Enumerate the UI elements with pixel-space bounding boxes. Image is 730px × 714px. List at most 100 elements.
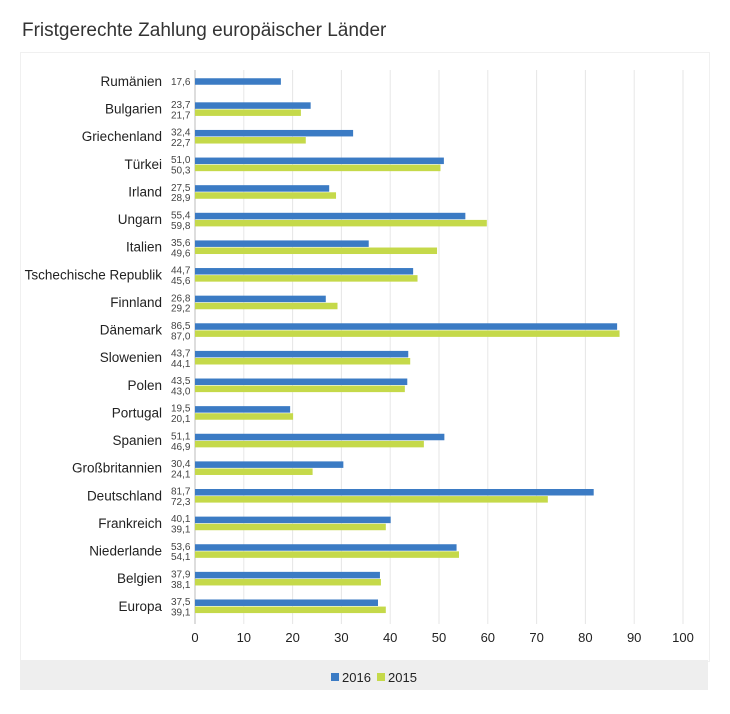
bar-2015: [195, 578, 381, 586]
value-label-2015: 21,7: [171, 110, 191, 121]
value-label-2015: 59,8: [171, 221, 191, 232]
bar-2016: [195, 350, 409, 358]
category-label: Deutschland: [87, 488, 162, 503]
value-label-2015: 45,6: [171, 276, 191, 287]
bar-2016: [195, 129, 354, 137]
bar-2016: [195, 433, 445, 441]
x-tick-label: 100: [672, 630, 694, 645]
value-label-2015: 44,1: [171, 359, 191, 370]
x-tick-label: 20: [285, 630, 299, 645]
value-label-2016: 86,5: [171, 321, 191, 332]
value-label-2016: 17,6: [171, 77, 191, 88]
category-label: Italien: [126, 240, 162, 255]
category-label: Portugal: [112, 405, 162, 420]
bar-2015: [195, 551, 460, 558]
category-label: Belgien: [117, 571, 162, 586]
x-tick-label: 60: [481, 630, 495, 645]
bar-2015: [195, 219, 487, 227]
bar-2016: [195, 212, 466, 220]
bar-2016: [195, 489, 594, 496]
x-tick-label: 40: [383, 630, 397, 645]
chart-title: Fristgerechte Zahlung europäischer Lände…: [22, 20, 387, 41]
x-tick-label: 80: [578, 630, 592, 645]
category-labels: Rumänien Bulgarien Griechenland Türkei Irlan…: [25, 74, 163, 614]
legend-bar: [20, 660, 708, 690]
bar-2015: [195, 523, 386, 531]
category-label: Bulgarien: [105, 102, 162, 117]
value-label-2016: 37,9: [171, 569, 191, 580]
bar-2015: [195, 164, 441, 172]
legend-swatch-2015: [377, 673, 385, 681]
value-label-2015: 39,1: [171, 607, 191, 618]
bar-2016: [195, 516, 391, 524]
value-label-2016: 81,7: [171, 487, 191, 498]
value-label-2016: 44,7: [171, 266, 191, 277]
value-label-2015: 39,1: [171, 525, 191, 536]
bar-2016: [195, 378, 408, 386]
legend-label-2016[interactable]: 2016: [342, 670, 371, 685]
bar-2016: [195, 240, 369, 247]
value-label-2016: 40,1: [171, 514, 191, 525]
bar-2015: [195, 358, 411, 365]
value-label-2015: 22,7: [171, 138, 191, 149]
bars: [195, 78, 620, 614]
value-label-2015: 49,6: [171, 248, 191, 259]
legend-label-2015[interactable]: 2015: [388, 670, 417, 685]
x-axis-ticks: 0 10 20 30 40 50 60 70 80 90 100: [191, 630, 693, 645]
value-label-2015: 46,9: [171, 442, 191, 453]
value-label-2015: 50,3: [171, 166, 191, 177]
category-label: Großbritannien: [72, 461, 162, 476]
value-label-2016: 23,7: [171, 100, 191, 111]
value-label-2016: 43,5: [171, 376, 191, 387]
category-label: Spanien: [112, 433, 162, 448]
bar-2016: [195, 157, 444, 165]
category-label: Dänemark: [100, 323, 163, 338]
bar-2016: [195, 295, 326, 303]
value-label-2016: 51,1: [171, 431, 191, 442]
category-label: Rumänien: [100, 74, 162, 89]
grid-lines: [194, 70, 684, 624]
x-tick-label: 0: [191, 630, 198, 645]
category-label: Türkei: [124, 157, 162, 172]
value-label-2016: 35,6: [171, 238, 191, 249]
value-label-2016: 19,5: [171, 404, 191, 415]
bar-2015: [195, 137, 306, 144]
bar-2015: [195, 302, 338, 310]
bar-2016: [195, 571, 380, 579]
category-label: Ungarn: [118, 212, 162, 227]
category-label: Tschechische Republik: [25, 267, 163, 282]
value-label-2015: 72,3: [171, 497, 191, 508]
value-label-2016: 55,4: [171, 210, 191, 221]
category-label: Griechenland: [82, 129, 162, 144]
bar-2015: [195, 468, 313, 475]
bar-2015: [195, 440, 424, 448]
category-label: Europa: [118, 599, 162, 614]
category-label: Frankreich: [98, 516, 162, 531]
bar-2016: [195, 461, 344, 468]
bar-2016: [195, 599, 378, 606]
value-label-2015: 28,9: [171, 193, 191, 204]
value-label-2016: 27,5: [171, 183, 191, 194]
x-tick-label: 90: [627, 630, 641, 645]
bar-2016: [195, 102, 311, 109]
bar-2015: [195, 275, 418, 282]
bar-2015: [195, 606, 386, 614]
category-label: Finnland: [110, 295, 162, 310]
value-label-2016: 37,5: [171, 597, 191, 608]
value-label-2015: 24,1: [171, 469, 191, 480]
category-label: Niederlande: [89, 544, 162, 559]
bar-2015: [195, 413, 294, 420]
x-tick-label: 30: [334, 630, 348, 645]
value-label-2015: 20,1: [171, 414, 191, 425]
bar-2016: [195, 78, 281, 85]
value-label-2015: 38,1: [171, 580, 191, 591]
category-label: Slowenien: [100, 350, 162, 365]
category-label: Irland: [128, 184, 162, 199]
x-tick-label: 70: [529, 630, 543, 645]
value-label-2015: 43,0: [171, 387, 191, 398]
x-tick-label: 50: [432, 630, 446, 645]
bar-2016: [195, 268, 414, 275]
value-label-2015: 29,2: [171, 304, 191, 315]
legend: 2016 2015: [331, 670, 417, 685]
value-label-2016: 30,4: [171, 459, 191, 470]
